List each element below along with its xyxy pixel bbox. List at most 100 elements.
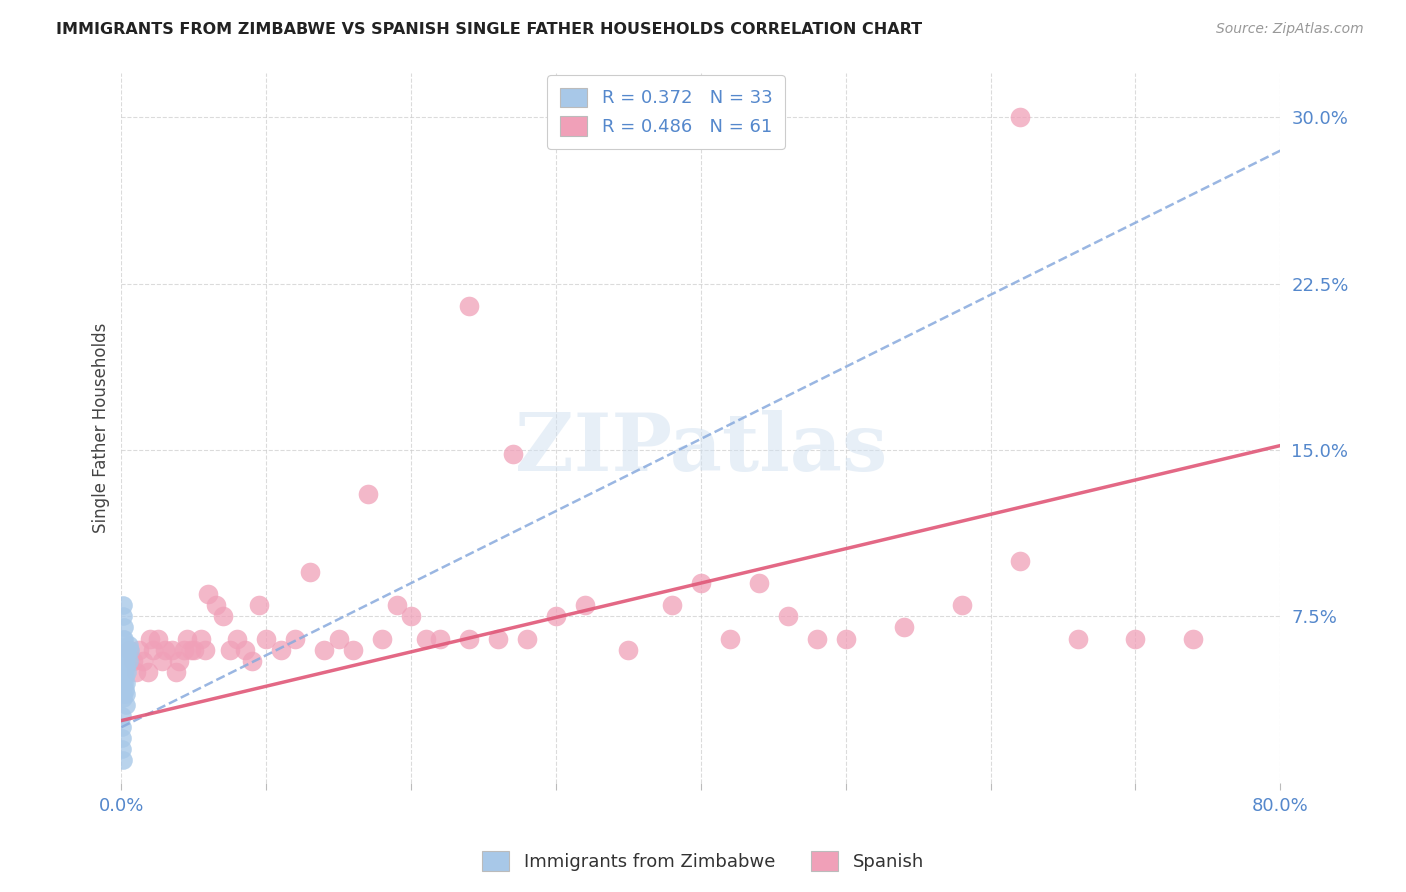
Point bbox=[718, 632, 741, 646]
Point bbox=[111, 665, 134, 679]
Point bbox=[173, 642, 195, 657]
Point bbox=[142, 642, 165, 657]
Point bbox=[1182, 632, 1205, 646]
Point bbox=[114, 660, 136, 674]
Text: IMMIGRANTS FROM ZIMBABWE VS SPANISH SINGLE FATHER HOUSEHOLDS CORRELATION CHART: IMMIGRANTS FROM ZIMBABWE VS SPANISH SING… bbox=[56, 22, 922, 37]
Point bbox=[661, 599, 683, 613]
Point bbox=[270, 642, 292, 657]
Point bbox=[112, 642, 135, 657]
Point bbox=[112, 632, 135, 646]
Legend: R = 0.372   N = 33, R = 0.486   N = 61: R = 0.372 N = 33, R = 0.486 N = 61 bbox=[547, 75, 785, 149]
Point bbox=[458, 299, 481, 313]
Point bbox=[115, 665, 138, 679]
Point bbox=[893, 620, 915, 634]
Point bbox=[111, 720, 134, 734]
Point bbox=[314, 642, 336, 657]
Point bbox=[219, 642, 242, 657]
Point bbox=[415, 632, 437, 646]
Point bbox=[111, 609, 134, 624]
Point bbox=[114, 669, 136, 683]
Point bbox=[176, 632, 198, 646]
Point bbox=[111, 687, 134, 701]
Point bbox=[118, 654, 141, 668]
Point bbox=[342, 642, 364, 657]
Point bbox=[748, 576, 770, 591]
Point bbox=[357, 487, 380, 501]
Point bbox=[166, 665, 188, 679]
Point bbox=[111, 642, 134, 657]
Point bbox=[112, 632, 135, 646]
Point bbox=[114, 682, 136, 697]
Point bbox=[112, 620, 135, 634]
Point bbox=[371, 632, 394, 646]
Text: Source: ZipAtlas.com: Source: ZipAtlas.com bbox=[1216, 22, 1364, 37]
Point bbox=[1008, 111, 1031, 125]
Point bbox=[111, 742, 134, 756]
Point bbox=[114, 676, 136, 690]
Point bbox=[139, 632, 162, 646]
Point bbox=[136, 665, 159, 679]
Point bbox=[190, 632, 212, 646]
Point bbox=[776, 609, 799, 624]
Point bbox=[233, 642, 256, 657]
Point bbox=[617, 642, 640, 657]
Point bbox=[115, 642, 138, 657]
Point bbox=[328, 632, 350, 646]
Point bbox=[247, 599, 270, 613]
Point bbox=[1066, 632, 1088, 646]
Point bbox=[132, 654, 155, 668]
Point bbox=[112, 665, 135, 679]
Point bbox=[111, 709, 134, 723]
Text: ZIPatlas: ZIPatlas bbox=[515, 410, 887, 488]
Point bbox=[544, 609, 567, 624]
Point bbox=[458, 632, 481, 646]
Y-axis label: Single Father Households: Single Father Households bbox=[93, 323, 110, 533]
Point bbox=[950, 599, 973, 613]
Point bbox=[114, 642, 136, 657]
Point bbox=[112, 654, 135, 668]
Point bbox=[125, 665, 148, 679]
Point bbox=[111, 654, 134, 668]
Point bbox=[574, 599, 596, 613]
Point bbox=[502, 447, 524, 461]
Legend: Immigrants from Zimbabwe, Spanish: Immigrants from Zimbabwe, Spanish bbox=[475, 844, 931, 879]
Point bbox=[806, 632, 828, 646]
Point bbox=[120, 642, 142, 657]
Point bbox=[385, 599, 408, 613]
Point bbox=[118, 638, 141, 652]
Point bbox=[114, 698, 136, 712]
Point bbox=[111, 691, 134, 706]
Point bbox=[429, 632, 451, 646]
Point bbox=[114, 654, 136, 668]
Point bbox=[111, 754, 134, 768]
Point bbox=[399, 609, 422, 624]
Point bbox=[204, 599, 226, 613]
Point bbox=[1008, 554, 1031, 568]
Point bbox=[153, 642, 176, 657]
Point bbox=[197, 587, 219, 601]
Point bbox=[111, 731, 134, 746]
Point bbox=[150, 654, 173, 668]
Point bbox=[115, 647, 138, 661]
Point bbox=[284, 632, 307, 646]
Point bbox=[211, 609, 233, 624]
Point bbox=[118, 642, 141, 657]
Point bbox=[180, 642, 202, 657]
Point bbox=[146, 632, 169, 646]
Point bbox=[122, 654, 145, 668]
Point bbox=[254, 632, 277, 646]
Point bbox=[516, 632, 538, 646]
Point bbox=[183, 642, 205, 657]
Point bbox=[689, 576, 711, 591]
Point bbox=[169, 654, 191, 668]
Point bbox=[128, 642, 150, 657]
Point bbox=[835, 632, 858, 646]
Point bbox=[112, 676, 135, 690]
Point bbox=[486, 632, 509, 646]
Point bbox=[160, 642, 183, 657]
Point bbox=[1125, 632, 1147, 646]
Point bbox=[240, 654, 263, 668]
Point bbox=[111, 599, 134, 613]
Point bbox=[226, 632, 249, 646]
Point bbox=[298, 565, 321, 579]
